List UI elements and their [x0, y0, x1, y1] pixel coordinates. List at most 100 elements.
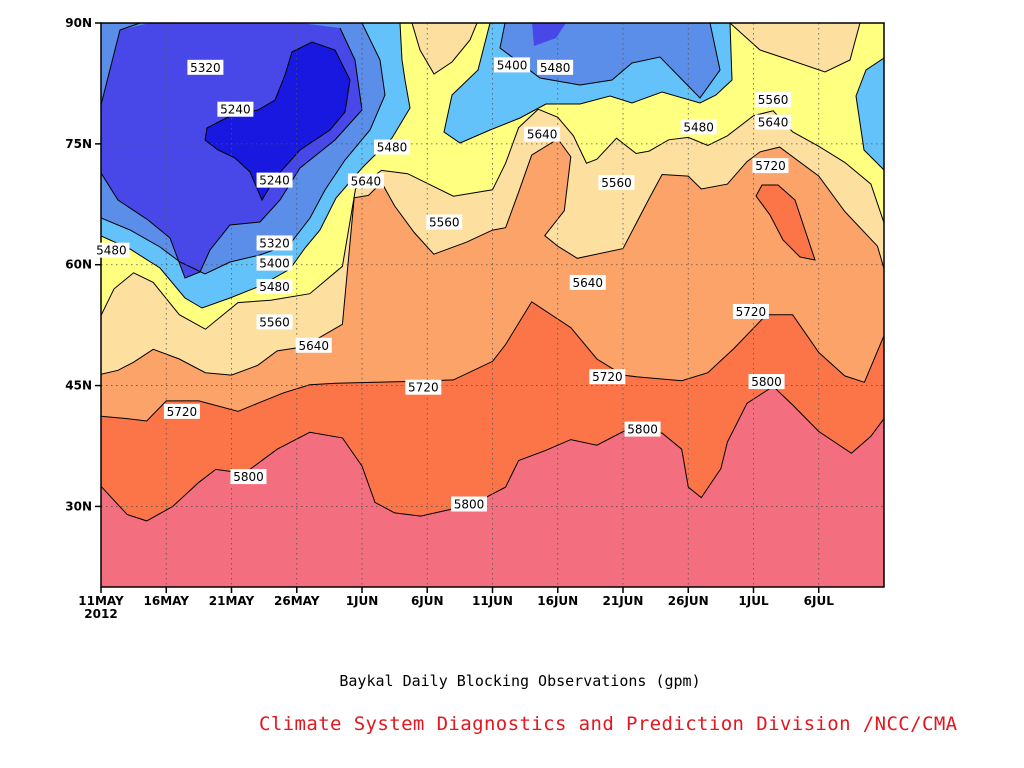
contour-label-text: 5480 [540, 61, 571, 75]
contour-label-text: 5400 [497, 58, 528, 72]
y-tick-label: 45N [65, 379, 92, 393]
x-tick-label: 26JUN [668, 594, 709, 608]
contour-label-bg [295, 337, 332, 353]
x-tick-label: 21JUN [603, 594, 644, 608]
contour-label-5480: 5480 [256, 278, 293, 294]
contour-label-5800: 5800 [230, 469, 267, 485]
contour-label-text: 5800 [233, 470, 264, 484]
contour-line-5560 [411, 23, 478, 75]
contour-label-bg [405, 379, 442, 395]
contour-line-5240 [204, 41, 351, 202]
contour-label-bg [748, 374, 785, 390]
contour-label-bg [256, 172, 293, 188]
band-below-5240 [205, 42, 350, 200]
contour-label-text: 5720 [755, 159, 786, 173]
contour-label-5480: 5480 [374, 139, 411, 155]
x-tick-label: 6JUN [411, 594, 444, 608]
contour-label-text: 5800 [454, 498, 485, 512]
contour-label-bg [451, 496, 488, 512]
contour-label-text: 5640 [527, 128, 558, 142]
contour-label-text: 5320 [190, 61, 221, 75]
contour-label-bg [752, 158, 789, 174]
x-tick-label: 21MAY [209, 594, 255, 608]
x-tick-label: 11MAY [78, 594, 124, 608]
contour-label-5560: 5560 [256, 314, 293, 330]
contour-label-bg [217, 101, 254, 117]
y-tick-label: 60N [65, 258, 92, 272]
contour-label-text: 5480 [683, 120, 714, 134]
contour-label-5560: 5560 [598, 175, 635, 191]
contour-label-text: 5720 [167, 405, 198, 419]
contour-label-bg [569, 274, 606, 290]
x-tick-label: 26MAY [274, 594, 320, 608]
contour-label-5720: 5720 [589, 369, 626, 385]
x-tick-label: 1JUN [346, 594, 379, 608]
contour-line-5480 [855, 57, 884, 171]
contour-label-bg [732, 303, 769, 319]
contour-label-bg [537, 59, 574, 75]
contour-label-5240: 5240 [217, 101, 254, 117]
contour-label-text: 5320 [259, 236, 290, 250]
contour-label-5560: 5560 [755, 92, 792, 108]
contour-line-5640 [101, 138, 884, 376]
contour-label-text: 5560 [429, 216, 460, 230]
contour-label-bg [256, 314, 293, 330]
contour-label-bg [256, 255, 293, 271]
contour-labels: 5320 5240 5240 5320 5400 5480 5560 5640 5720 5800… [93, 57, 792, 512]
contour-label-bg [374, 139, 411, 155]
contour-label-text: 5480 [259, 280, 290, 294]
contour-label-5240: 5240 [256, 172, 293, 188]
axes: 90N 75N 60N 45N 30N 11MAY 16MAY 21MAY 26MAY 1JUN 6… [65, 16, 834, 621]
x-tick-label: 16MAY [144, 594, 190, 608]
contour-label-bg [589, 369, 626, 385]
contour-label-5560: 5560 [426, 214, 463, 230]
y-tick-label: 75N [65, 137, 92, 151]
contour-label-5640: 5640 [755, 114, 792, 130]
contour-label-bg [598, 175, 635, 191]
contour-label-bg [494, 57, 531, 73]
y-tick-label: 30N [65, 499, 92, 513]
x-tick-label: 11JUN [472, 594, 513, 608]
contour-label-text: 5560 [259, 315, 290, 329]
contour-label-5720: 5720 [163, 403, 200, 419]
contour-line-5720 [101, 301, 884, 422]
contour-label-bg [93, 242, 130, 258]
contour-line-5480 [101, 23, 411, 309]
x-year-label: 2012 [84, 607, 117, 621]
contour-label-text: 5400 [259, 257, 290, 271]
contour-label-bg [256, 278, 293, 294]
contour-line-5320 [101, 27, 363, 279]
contour-label-5400: 5400 [494, 57, 531, 73]
contour-label-5720: 5720 [752, 158, 789, 174]
chart-caption: Baykal Daily Blocking Observations (gpm) [339, 672, 701, 690]
band-5720-5800-island [756, 185, 815, 260]
contour-line-5560 [729, 23, 861, 73]
contour-label-5720: 5720 [405, 379, 442, 395]
contour-label-bg [680, 119, 717, 135]
contour-label-5480: 5480 [680, 119, 717, 135]
contour-label-5640: 5640 [524, 126, 561, 142]
contour-label-5320: 5320 [187, 59, 224, 75]
x-tick-label: 1JUL [738, 594, 769, 608]
contour-line-5320 [101, 23, 141, 106]
contour-label-text: 5640 [298, 339, 329, 353]
contour-label-5640: 5640 [347, 173, 384, 189]
contour-label-bg [187, 59, 224, 75]
contour-label-text: 5720 [408, 381, 439, 395]
contour-line-5720 [755, 184, 816, 261]
contour-label-bg [163, 403, 200, 419]
contour-label-5480: 5480 [93, 242, 130, 258]
contour-label-bg [755, 114, 792, 130]
contour-label-5400: 5400 [256, 255, 293, 271]
contour-label-text: 5240 [259, 174, 290, 188]
contour-label-5640: 5640 [569, 274, 606, 290]
grid [101, 23, 884, 587]
contour-label-bg [256, 235, 293, 251]
contour-label-text: 5240 [220, 103, 251, 117]
band-above-5800 [101, 386, 884, 587]
contour-label-text: 5800 [751, 375, 782, 389]
contour-label-bg [347, 173, 384, 189]
credit-text: Climate System Diagnostics and Predictio… [259, 713, 958, 735]
contour-label-text: 5640 [572, 276, 603, 290]
contour-label-text: 5560 [601, 176, 632, 190]
